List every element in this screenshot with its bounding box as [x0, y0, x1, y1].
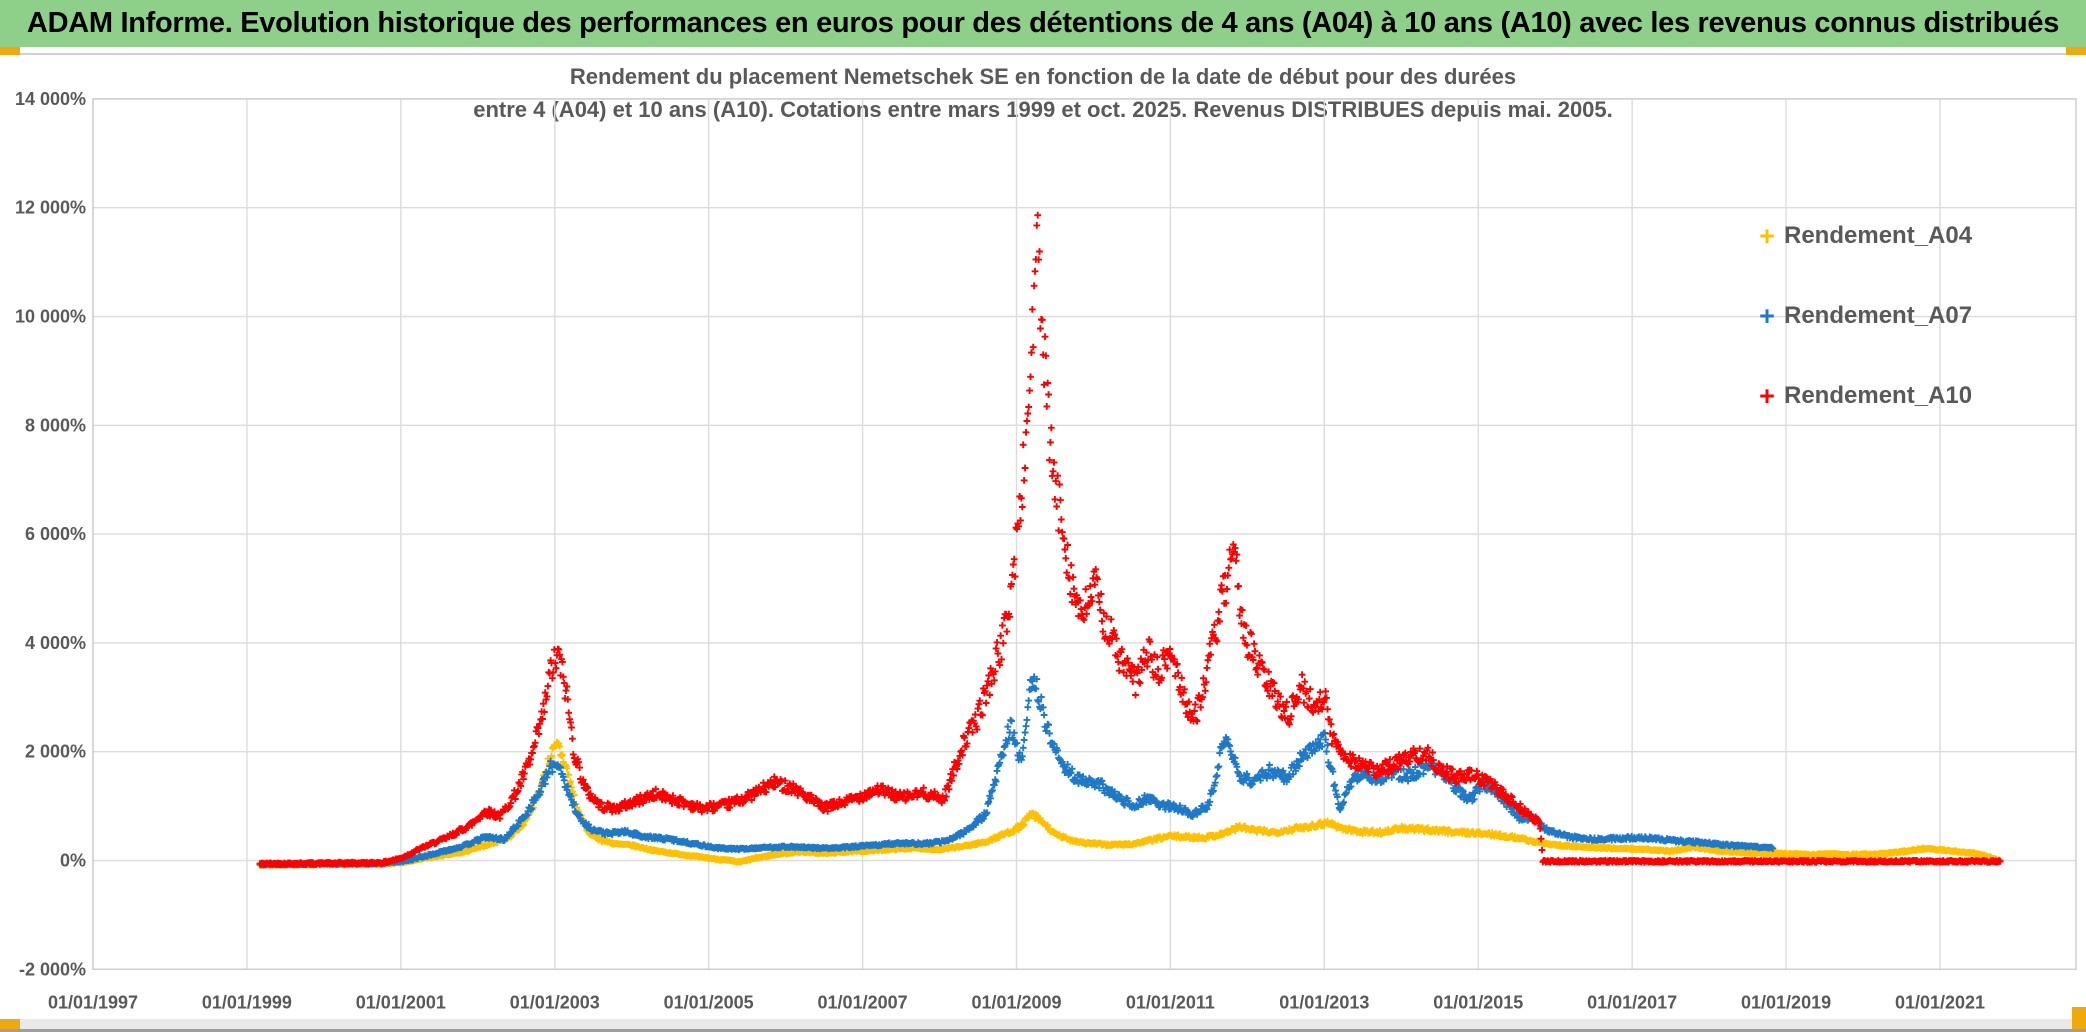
- plot-border: [92, 98, 2077, 971]
- x-axis-tick-label: 01/01/2019: [1741, 992, 1831, 1012]
- plus-marker-icon: +: [1759, 220, 1775, 251]
- y-axis-tick-label: -2 000%: [19, 959, 86, 979]
- bottom-scroll-strip: [0, 1019, 2086, 1029]
- x-axis-tick-label: 01/01/2003: [510, 992, 600, 1012]
- plus-marker-icon: +: [1759, 380, 1775, 411]
- header-divider: [0, 47, 2086, 55]
- chart-title: Rendement du placement Nemetschek SE en …: [0, 60, 2086, 126]
- x-axis-tick-label: 01/01/2007: [818, 992, 908, 1012]
- y-axis-tick-label: 12 000%: [15, 198, 86, 218]
- series-rendement_a10: [256, 211, 2004, 868]
- x-axis-tick-label: 01/01/1997: [48, 992, 138, 1012]
- chart-title-line1: Rendement du placement Nemetschek SE en …: [569, 64, 1517, 89]
- x-axis-tick-label: 01/01/2017: [1587, 992, 1677, 1012]
- accent-bottom-right: [2072, 1007, 2086, 1029]
- y-axis-tick-label: 0%: [60, 851, 86, 871]
- x-axis-tick-label: 01/01/2015: [1433, 992, 1523, 1012]
- x-axis-tick-label: 01/01/2009: [971, 992, 1061, 1012]
- legend-item-a04: + Rendement_A04: [1752, 196, 2082, 276]
- accent-top-right: [2066, 47, 2086, 55]
- x-axis-tick-label: 01/01/2021: [1895, 992, 1985, 1012]
- header-bar: ADAM Informe. Evolution historique des p…: [0, 0, 2086, 47]
- y-axis-tick-label: 14 000%: [15, 89, 86, 109]
- y-axis-tick-label: 10 000%: [15, 307, 86, 327]
- legend-label: Rendement_A10: [1784, 382, 1973, 409]
- y-axis-tick-label: 2 000%: [25, 742, 86, 762]
- plus-marker-icon: +: [1759, 300, 1775, 331]
- legend: + Rendement_A04 + Rendement_A07 + Rendem…: [1752, 196, 2082, 436]
- legend-item-a07: + Rendement_A07: [1752, 276, 2082, 356]
- page-title: ADAM Informe. Evolution historique des p…: [26, 7, 2060, 39]
- accent-bottom-left: [0, 1019, 20, 1029]
- accent-top-left: [0, 47, 20, 55]
- legend-item-a10: + Rendement_A10: [1752, 356, 2082, 436]
- y-axis-tick-label: 8 000%: [25, 415, 86, 435]
- legend-label: Rendement_A07: [1784, 302, 1973, 329]
- x-axis-tick-label: 01/01/1999: [202, 992, 292, 1012]
- chart-title-line2: entre 4 (A04) et 10 ans (A10). Cotations…: [473, 97, 1613, 122]
- x-axis-tick-label: 01/01/2011: [1126, 992, 1215, 1012]
- x-axis-tick-label: 01/01/2005: [664, 992, 754, 1012]
- x-axis-tick-label: 01/01/2001: [356, 992, 446, 1012]
- legend-label: Rendement_A04: [1784, 222, 1973, 249]
- y-axis-tick-label: 6 000%: [25, 524, 86, 544]
- bottom-border: [0, 1029, 2086, 1032]
- y-axis-tick-label: 4 000%: [25, 633, 86, 653]
- x-axis-tick-label: 01/01/2013: [1279, 992, 1369, 1012]
